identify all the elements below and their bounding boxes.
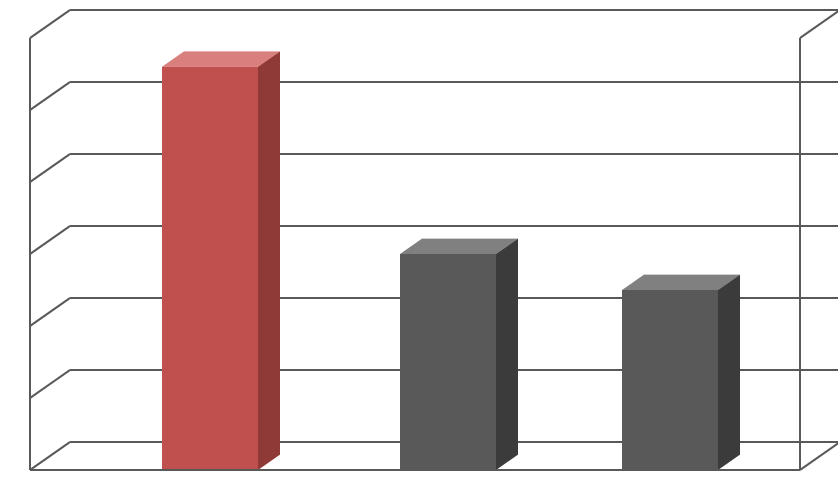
bar-1 xyxy=(162,51,280,470)
bar-3 xyxy=(622,275,740,470)
chart-canvas xyxy=(0,0,838,500)
bar-chart-3d xyxy=(0,0,838,500)
bar-2 xyxy=(400,239,518,470)
